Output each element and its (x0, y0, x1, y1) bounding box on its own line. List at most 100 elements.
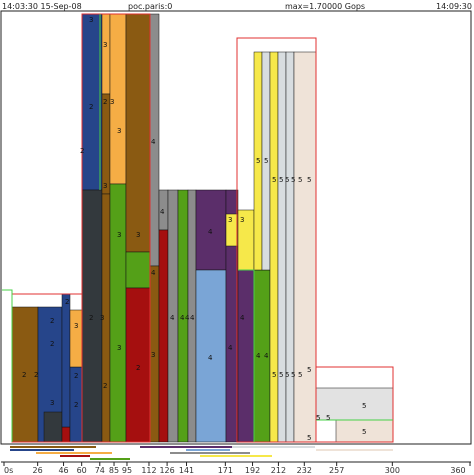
label-4-b: 4 (151, 269, 156, 277)
label-3-g: 3 (117, 127, 121, 135)
block-brown-right (125, 13, 151, 253)
label-3-e: 3 (100, 314, 104, 322)
block-lightgray-b (277, 51, 287, 443)
header-left: 14:03:30 15-Sep-08 (2, 2, 82, 11)
label-4-m: 4 (264, 352, 269, 360)
block-navy-tall (81, 13, 103, 191)
label-3-d: 3 (103, 182, 107, 190)
label-4-f: 4 (185, 314, 190, 322)
x-tick-label: 46 (58, 466, 68, 475)
block-brown-left (11, 306, 39, 443)
label-2-e: 2 (65, 298, 69, 306)
label-4-j: 4 (228, 344, 233, 352)
x-tick-label: 74 (95, 466, 105, 475)
block-labels: 2 2 2 2 3 2 3 2 2 3 2 2 2 3 2 3 3 2 3 3 … (22, 16, 366, 442)
label-5-g: 5 (298, 176, 302, 184)
x-tick-label: 95 (122, 466, 132, 475)
label-2-j: 2 (103, 382, 107, 390)
header-center: poc.paris:0 (128, 2, 172, 11)
x-tick-label: 0s (4, 466, 13, 475)
label-3-b: 3 (74, 322, 78, 330)
label-4-d: 4 (170, 314, 175, 322)
label-2-i: 2 (103, 98, 107, 106)
x-tick-label: 360 (450, 466, 465, 475)
x-tick-label: 85 (109, 466, 119, 475)
outline-red-low (315, 366, 394, 443)
label-4-c: 4 (160, 208, 165, 216)
label-2-f: 2 (74, 372, 78, 380)
outline-red-right (236, 37, 317, 443)
outlines-group (2, 13, 394, 443)
bottom-lanes (10, 446, 393, 460)
block-pale-a (315, 387, 394, 421)
label-2-c: 2 (50, 317, 54, 325)
x-tick-label: 112 (141, 466, 156, 475)
label-3-l: 3 (228, 216, 232, 224)
label-5-n: 5 (307, 366, 311, 374)
x-tick-label: 212 (271, 466, 286, 475)
outline-green-right (238, 269, 255, 442)
x-tick-label: 141 (179, 466, 194, 475)
x-tick-label: 171 (218, 466, 233, 475)
block-green-lower (109, 183, 127, 443)
label-2-navy: 2 (89, 103, 93, 111)
block-dark-left (43, 411, 63, 443)
block-cream (293, 51, 317, 443)
label-2-b: 2 (34, 371, 38, 379)
label-3-h: 3 (117, 231, 121, 239)
label-4-a: 4 (151, 138, 156, 146)
label-5-c: 5 (272, 176, 276, 184)
x-tick-label: 26 (33, 466, 43, 475)
blocks-group (11, 13, 394, 443)
label-5-h: 5 (307, 176, 311, 184)
label-5-p: 5 (326, 414, 330, 422)
outline-green-left (2, 289, 13, 442)
block-darkred-b (158, 229, 169, 443)
label-5-k: 5 (285, 371, 289, 379)
label-5-l: 5 (291, 371, 295, 379)
block-navy-mid (61, 293, 71, 428)
label-5-o: 5 (316, 414, 320, 422)
label-4-l: 4 (256, 352, 261, 360)
outline-red-tall (81, 13, 151, 443)
x-tick-label: 60 (77, 466, 87, 475)
label-2-k: 2 (136, 364, 140, 372)
x-tick-label: 232 (297, 466, 312, 475)
block-darkred-left (61, 426, 71, 443)
label-5-j: 5 (279, 371, 283, 379)
block-purple-top (195, 189, 227, 271)
header-time: 14:09:30 (436, 2, 472, 11)
label-3-f: 3 (110, 98, 114, 106)
block-orange-small (69, 309, 83, 368)
label-5-i: 5 (272, 371, 276, 379)
label-3-c: 3 (103, 41, 107, 49)
label-5-b: 5 (264, 157, 268, 165)
label-3-a: 3 (50, 399, 54, 407)
label-5-a: 5 (256, 157, 260, 165)
block-purple-b (237, 269, 255, 443)
label-4-e: 4 (180, 314, 185, 322)
label-5-e: 5 (285, 176, 289, 184)
label-5-q: 5 (307, 434, 311, 442)
x-tick-label: 192 (245, 466, 260, 475)
label-4-i: 4 (208, 354, 213, 362)
block-orange-top (101, 13, 111, 95)
label-4-k: 4 (240, 314, 245, 322)
x-tick-label: 126 (159, 466, 174, 475)
label-5-f: 5 (291, 176, 295, 184)
label-3-m: 3 (240, 216, 244, 224)
block-lightblue (195, 269, 227, 443)
label-2-a: 2 (22, 371, 26, 379)
header-right: max=1.70000 Gops (285, 2, 365, 11)
block-green-mid (125, 251, 151, 289)
label-2-d: 2 (50, 340, 54, 348)
label-5-d: 5 (279, 176, 283, 184)
label-3-i: 3 (117, 344, 121, 352)
header-bar (0, 0, 474, 11)
label-2-h: 2 (80, 147, 84, 155)
label-5-r: 5 (362, 402, 366, 410)
label-5-m: 5 (298, 371, 302, 379)
block-darkred-mid (125, 287, 151, 443)
label-4-g: 4 (190, 314, 195, 322)
